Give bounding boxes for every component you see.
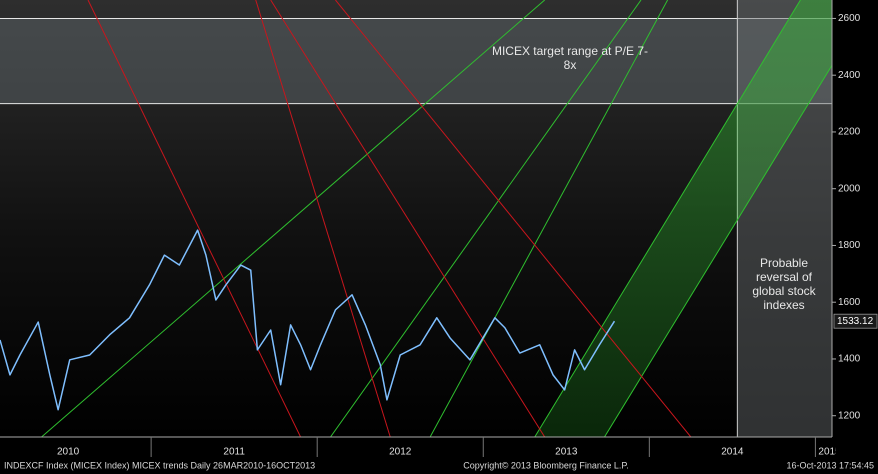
x-tick-label: 2012 xyxy=(389,447,412,458)
axes: 1200 1400 1600 1800 2000 2200 2400 2600 1533.12 xyxy=(0,0,878,457)
footer-center: Copyright© 2013 Bloomberg Finance L.P. xyxy=(463,460,629,470)
channel-edge xyxy=(604,65,832,437)
trend-line xyxy=(255,0,391,437)
trend-line xyxy=(330,0,642,437)
plot-area xyxy=(0,0,832,437)
y-tick-label: 2200 xyxy=(838,127,861,138)
channel-edge xyxy=(534,0,801,437)
trend-line xyxy=(41,0,546,437)
channel-fill xyxy=(534,0,832,437)
y-tick-label: 1200 xyxy=(838,410,861,421)
y-tick-label: 2600 xyxy=(838,13,861,24)
trend-line xyxy=(87,0,302,437)
series-line xyxy=(0,229,616,411)
last-value-tag xyxy=(833,313,878,329)
x-tick-label: 2013 xyxy=(555,447,578,458)
y-tick-label: 1400 xyxy=(838,354,861,365)
reversal-label: Probable reversal of global stock indexe… xyxy=(752,256,816,312)
trend-line xyxy=(429,0,669,437)
last-value-label: 1533.12 xyxy=(837,316,874,327)
x-tick-label: 2010 xyxy=(57,447,80,458)
footer-right: 16-Oct-2013 17:54:45 xyxy=(786,460,874,470)
target-range-band xyxy=(0,18,832,104)
y-tick-label: 2000 xyxy=(838,183,861,194)
y-tick-label: 1800 xyxy=(838,240,861,251)
y-tick-label: 2400 xyxy=(838,70,861,81)
trend-line xyxy=(270,0,546,437)
x-tick-label: 2015 xyxy=(818,447,841,458)
footer-left: INDEXCF Index (MICEX Index) MICEX trends… xyxy=(4,460,315,470)
x-tick-label: 2014 xyxy=(721,447,744,458)
x-tick-label: 2011 xyxy=(223,447,245,458)
target-range-label: MICEX target range at P/E 7-8x xyxy=(491,44,649,72)
y-tick-label: 1600 xyxy=(838,297,861,308)
trend-line xyxy=(335,0,692,437)
x-axis-labels: 2010 2011 2012 2013 2014 2015 xyxy=(57,447,841,458)
